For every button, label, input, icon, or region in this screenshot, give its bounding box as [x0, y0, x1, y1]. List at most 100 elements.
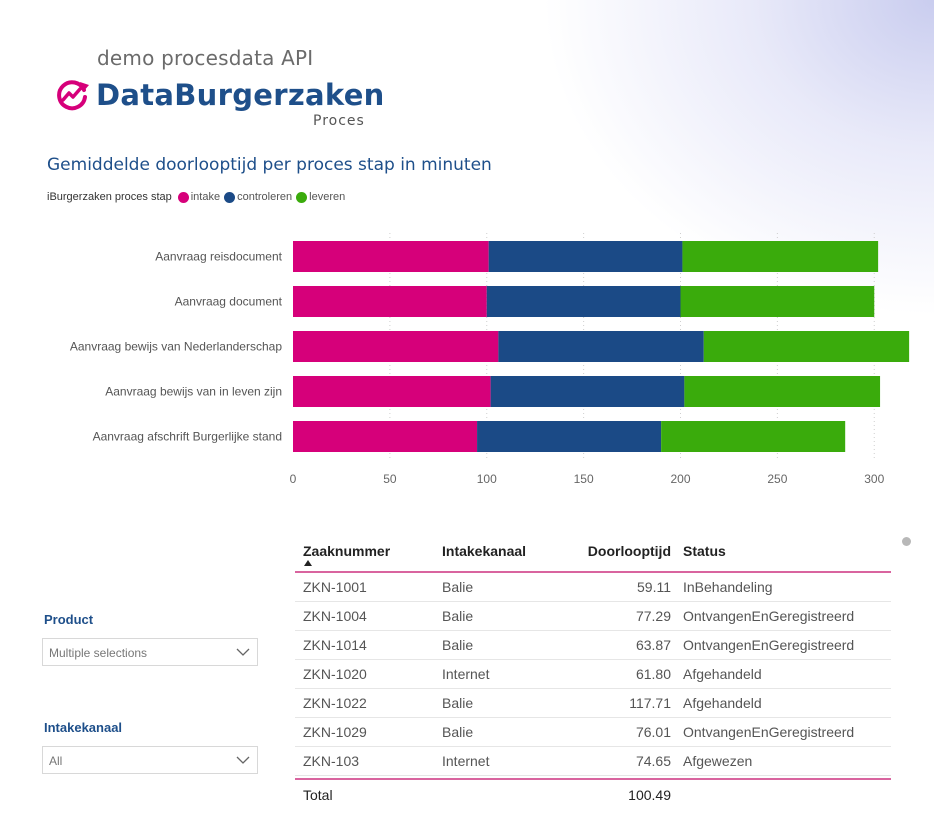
legend-item-controleren[interactable]: controleren: [224, 191, 292, 203]
bar-intake[interactable]: [293, 421, 478, 452]
intakekanaal-cell: Internet: [442, 753, 490, 769]
intakekanaal-cell: Balie: [442, 579, 474, 595]
column-header-status[interactable]: Status: [683, 543, 726, 559]
bar-controleren[interactable]: [498, 331, 704, 362]
category-label: Aanvraag afschrift Burgerlijke stand: [93, 430, 282, 444]
status-cell: OntvangenEnGeregistreerd: [683, 637, 855, 653]
legend-label: controleren: [237, 191, 293, 203]
zaaknummer-cell: ZKN-1029: [303, 724, 367, 740]
status-cell: Afgehandeld: [683, 666, 762, 682]
table-body[interactable]: ZKN-1001 Balie 59.11 InBehandeling ZKN-1004 B…: [295, 573, 891, 778]
x-tick-label: 0: [290, 472, 297, 486]
refresh-arrow-chart-icon: [57, 80, 89, 111]
table-row[interactable]: ZKN-1001 Balie 59.11 InBehandeling: [295, 573, 891, 602]
legend-dot-controleren: [224, 191, 236, 203]
x-tick-label: 50: [383, 472, 397, 486]
bar-controleren[interactable]: [488, 241, 683, 272]
table-footer-divider: [295, 778, 891, 780]
intakekanaal-dropdown-value: All: [49, 754, 63, 768]
table-header: Zaaknummer Intakekanaal Doorlooptijd Sta…: [295, 533, 891, 573]
doorlooptijd-cell: 117.71: [629, 695, 671, 711]
status-cell: Afgewezen: [683, 753, 753, 769]
table-row[interactable]: ZKN-1004 Balie 77.29 OntvangenEnGeregistree…: [295, 602, 891, 631]
status-cell: OntvangenEnGeregistreerd: [683, 724, 855, 740]
intakekanaal-cell: Balie: [442, 695, 474, 711]
report-subtitle: demo procesdata API: [97, 46, 314, 70]
product-slicer-label: Product: [44, 612, 94, 627]
stacked-bar-chart: 0 50 100 150 200 250 300 Aanvraag reisdocument A…: [70, 233, 910, 486]
bar-intake[interactable]: [293, 376, 491, 407]
doorlooptijd-cell: 77.29: [635, 608, 671, 624]
status-cell: OntvangenEnGeregistreerd: [683, 608, 855, 624]
status-cell: InBehandeling: [683, 579, 773, 595]
column-header-doorlooptijd[interactable]: Doorlooptijd: [587, 543, 671, 559]
doorlooptijd-cell: 59.11: [637, 579, 671, 595]
scrollbar-handle[interactable]: [902, 537, 911, 546]
bar-intake[interactable]: [293, 286, 487, 317]
bar-leveren[interactable]: [661, 421, 846, 452]
bar-leveren[interactable]: [682, 241, 879, 272]
zaaknummer-cell: ZKN-1022: [303, 695, 367, 711]
product-dropdown[interactable]: Multiple selections: [42, 638, 258, 666]
intakekanaal-cell: Balie: [442, 724, 474, 740]
x-tick-label: 300: [864, 472, 884, 486]
chevron-down-icon: [236, 648, 250, 656]
chevron-down-icon: [236, 756, 250, 764]
legend-item-leveren[interactable]: leveren: [296, 191, 345, 203]
intakekanaal-cell: Internet: [442, 666, 490, 682]
zaaknummer-cell: ZKN-1001: [303, 579, 367, 595]
doorlooptijd-cell: 76.01: [635, 724, 671, 740]
bar-controleren[interactable]: [486, 286, 681, 317]
table-row[interactable]: ZKN-103 Internet 74.65 Afgewezen: [295, 747, 891, 776]
zaaknummer-cell: ZKN-103: [303, 753, 360, 769]
legend-label: intake: [190, 191, 221, 203]
bar-leveren[interactable]: [684, 376, 881, 407]
legend-label: leveren: [309, 191, 346, 203]
doorlooptijd-cell: 63.87: [635, 637, 671, 653]
x-tick-label: 250: [767, 472, 787, 486]
table-row[interactable]: ZKN-1022 Balie 117.71 Afgehandeld: [295, 689, 891, 718]
x-tick-label: 100: [477, 472, 497, 486]
bar-controleren[interactable]: [477, 421, 662, 452]
zaaknummer-cell: ZKN-1014: [303, 637, 367, 653]
chart-title: Gemiddelde doorlooptijd per proces stap …: [47, 155, 492, 175]
zaaknummer-cell: ZKN-1020: [303, 666, 367, 682]
category-label: Aanvraag bewijs van in leven zijn: [105, 385, 282, 399]
doorlooptijd-cell: 74.65: [635, 753, 671, 769]
intakekanaal-cell: Balie: [442, 637, 474, 653]
category-label: Aanvraag reisdocument: [155, 250, 282, 264]
chart-legend: iBurgerzaken proces stap intake controle…: [47, 191, 349, 203]
intakekanaal-cell: Balie: [442, 608, 474, 624]
bar-intake[interactable]: [293, 241, 489, 272]
category-label: Aanvraag bewijs van Nederlanderschap: [70, 340, 282, 354]
table-row[interactable]: ZKN-1020 Internet 61.80 Afgehandeld: [295, 660, 891, 689]
legend-item-intake[interactable]: intake: [177, 191, 221, 203]
bar-intake[interactable]: [293, 331, 499, 362]
table-row[interactable]: ZKN-1014 Balie 63.87 OntvangenEnGeregistree…: [295, 631, 891, 660]
intakekanaal-dropdown[interactable]: All: [42, 746, 258, 774]
legend-dot-intake: [177, 191, 189, 203]
x-tick-label: 150: [574, 472, 594, 486]
column-header-zaaknummer[interactable]: Zaaknummer: [303, 543, 391, 559]
zaken-table: Zaaknummer Intakekanaal Doorlooptijd Sta…: [295, 533, 891, 810]
intakekanaal-slicer-label: Intakekanaal: [44, 720, 123, 735]
legend-title: iBurgerzaken proces stap: [47, 191, 172, 203]
status-cell: Afgehandeld: [683, 695, 762, 711]
logo-subtext: Proces: [313, 113, 365, 129]
total-value: 100.49: [628, 787, 671, 803]
bar-leveren[interactable]: [680, 286, 875, 317]
table-row[interactable]: ZKN-1038Balie58.31Afgehandeld: [295, 776, 891, 778]
bar-leveren[interactable]: [703, 331, 910, 362]
total-label: Total: [303, 787, 333, 803]
zaaknummer-cell: ZKN-1004: [303, 608, 367, 624]
sort-ascending-icon: [304, 560, 312, 566]
column-header-intakekanaal[interactable]: Intakekanaal: [442, 543, 527, 559]
bar-controleren[interactable]: [490, 376, 685, 407]
doorlooptijd-cell: 61.80: [635, 666, 671, 682]
table-total-row: Total 100.49: [295, 780, 891, 810]
table-row[interactable]: ZKN-1029 Balie 76.01 OntvangenEnGeregistree…: [295, 718, 891, 747]
product-dropdown-value: Multiple selections: [49, 646, 148, 660]
x-tick-label: 200: [670, 472, 690, 486]
logo-text: DataBurgerzaken: [96, 78, 385, 112]
legend-dot-leveren: [296, 191, 308, 203]
